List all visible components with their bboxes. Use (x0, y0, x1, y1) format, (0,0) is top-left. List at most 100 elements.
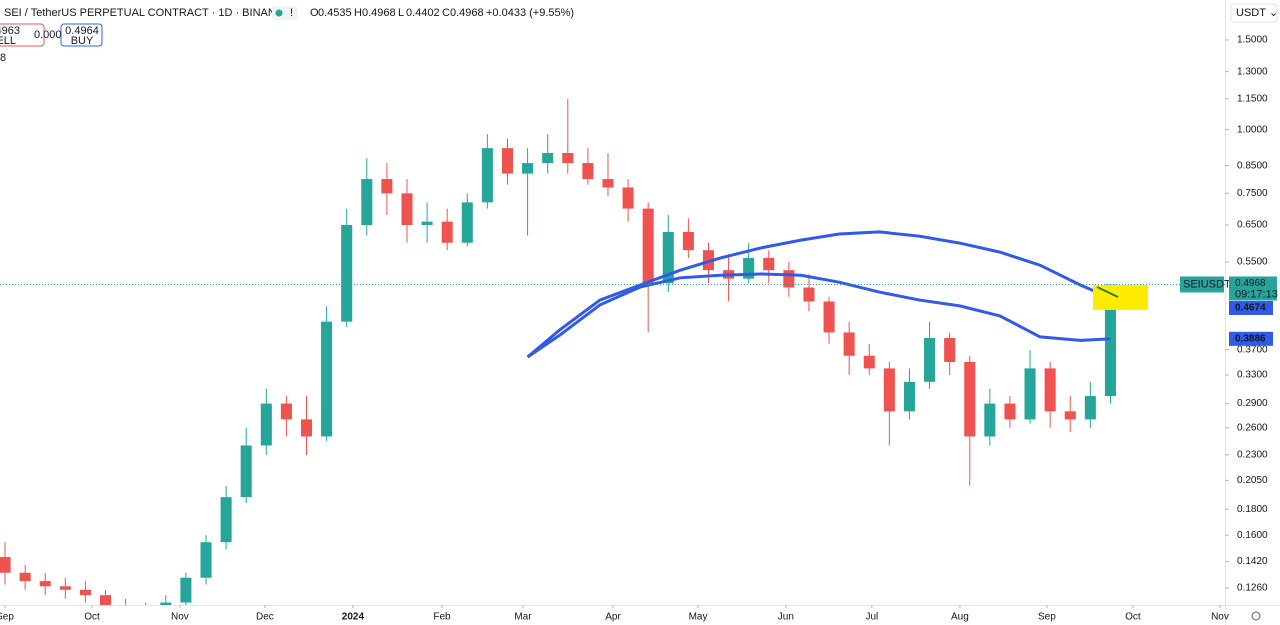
plot-area (0, 98, 1225, 614)
sell-button[interactable] (0, 23, 45, 47)
candle-body (501, 148, 514, 174)
ohlc-value: 0.4968 (450, 7, 484, 19)
candle-body (160, 602, 172, 605)
currency: USDT (1236, 7, 1266, 19)
y-tick-label: 1.5000 (1237, 35, 1268, 46)
candle-body (401, 193, 413, 226)
y-tick-label: 0.3700 (1237, 344, 1268, 355)
price-tag-bg (1229, 276, 1277, 301)
candle-body (944, 338, 956, 362)
symbol-tag: SEIUSDT.P (1183, 278, 1240, 290)
axis-divider (0, 605, 1280, 606)
sell-label: SELL (0, 35, 16, 47)
status-dot (275, 9, 283, 17)
candle-body (99, 595, 112, 605)
x-tick-label: 2024 (342, 612, 365, 623)
settings-icon[interactable] (1251, 611, 1261, 621)
y-tick-label: 0.2900 (1237, 398, 1268, 409)
sell-price: 0.4963 (0, 25, 20, 37)
ohlc-value: 0.4402 (406, 7, 440, 19)
y-tick-label: 0.2600 (1237, 422, 1268, 433)
ohlc-value: 0.4968 (362, 7, 396, 19)
y-tick-label: 0.3300 (1237, 370, 1268, 381)
price-tag: 0.4968 (1235, 278, 1266, 289)
candle-body (863, 355, 875, 369)
candle-body (642, 208, 654, 284)
candle-body (481, 148, 493, 203)
y-tick-label: 0.6500 (1237, 220, 1268, 231)
candle-body (823, 301, 835, 333)
x-tick-label: Aug (951, 612, 969, 623)
candle-body (260, 403, 272, 446)
candle-body (361, 179, 373, 226)
x-tick-label: Apr (605, 612, 621, 623)
axis-divider (1225, 0, 1226, 625)
candle-body (79, 589, 91, 596)
y-tick-label: 0.1800 (1237, 504, 1268, 515)
candle-body (682, 231, 694, 251)
buy-price: 0.4964 (65, 25, 99, 37)
spread: 0.0001 (34, 29, 68, 41)
ma-tag-bg (1229, 300, 1273, 315)
y-tick-label: 0.5500 (1237, 257, 1268, 268)
candle-body (461, 202, 473, 243)
candle-body (39, 581, 51, 587)
candle-body (582, 163, 594, 180)
candle-body (341, 225, 353, 322)
ma-tag-bg (1229, 331, 1273, 346)
candle-body (321, 321, 333, 437)
candle-body (220, 497, 232, 543)
ohlc: O 0.4535 H 0.4968 L 0.4402 C 0.4968 +0.0433 (+9.… (310, 7, 574, 19)
candle-body (984, 403, 996, 437)
x-tick-label: Oct (84, 612, 100, 623)
y-tick-label: 0.7500 (1237, 188, 1268, 199)
candle-body (120, 608, 131, 614)
x-tick-label: Dec (256, 612, 274, 623)
candle-body (1004, 403, 1016, 420)
candle-body (903, 381, 915, 412)
ohlc-label: C (442, 7, 450, 19)
candle-body (783, 270, 795, 288)
candle-body (743, 257, 755, 279)
currency-select[interactable] (1230, 3, 1278, 23)
x-tick-label: Nov (1211, 612, 1229, 623)
y-tick-label: 0.1260 (1237, 583, 1268, 594)
candle-body (240, 445, 252, 498)
moving-average (526, 230, 1112, 359)
countdown: 09:17:13 (1235, 288, 1278, 300)
candle-body (763, 257, 775, 271)
candle-body (280, 403, 292, 420)
candle-body (622, 187, 634, 209)
candle-body (421, 221, 433, 226)
buy-label: BUY (71, 35, 94, 47)
candle-body (562, 153, 574, 164)
candle-body (19, 572, 31, 582)
y-tick-label: 0.1600 (1237, 530, 1268, 541)
x-tick-label: Oct (1125, 612, 1141, 623)
ma-tag: 0.4674 (1235, 303, 1266, 314)
x-tick-label: Sep (0, 612, 14, 623)
status-icons[interactable] (272, 6, 298, 20)
candle-body (803, 287, 815, 302)
candle-body (1024, 368, 1036, 420)
x-tick-label: Sep (1038, 612, 1056, 623)
x-tick-label: Nov (171, 612, 189, 623)
ohlc-value: 0.4535 (318, 7, 352, 19)
dropdown-arrow: ⌄ (1269, 7, 1278, 19)
ohlc-label: H (354, 7, 362, 19)
candle-body (522, 163, 534, 174)
symbol-title: SEI / TetherUS PERPETUAL CONTRACT · 1D ·… (4, 7, 291, 19)
candle-body (542, 153, 554, 164)
highlight-line (1096, 286, 1119, 298)
candle-body (964, 361, 976, 437)
candle-body (381, 179, 393, 194)
y-tick-label: 1.3000 (1237, 66, 1268, 77)
candle-body (140, 610, 151, 614)
candle-body (843, 332, 855, 356)
buy-button[interactable] (60, 23, 103, 47)
ohlc-label: L (398, 7, 404, 19)
x-tick-label: Jul (865, 612, 878, 623)
candle-body (300, 419, 313, 437)
